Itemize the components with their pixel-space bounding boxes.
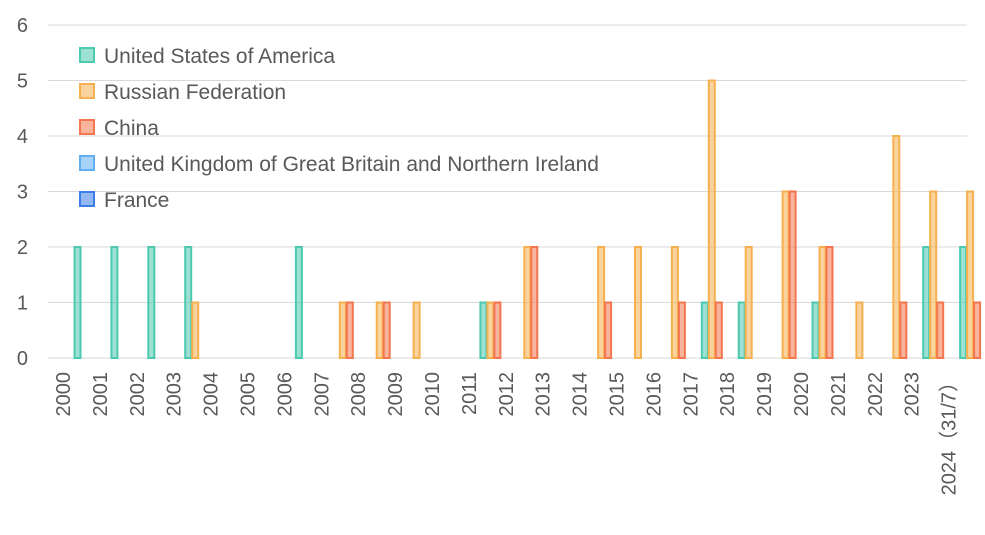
x-tick-label: 2004	[201, 372, 223, 417]
x-tick-label: 2009	[385, 372, 407, 417]
bar	[899, 301, 908, 359]
bar	[493, 301, 502, 359]
bar	[781, 190, 790, 359]
bar	[530, 246, 539, 359]
bar	[811, 301, 820, 359]
y-tick-label: 5	[17, 71, 28, 93]
x-tick-label: 2013	[533, 372, 555, 417]
legend-label: China	[104, 117, 159, 140]
gridlines	[48, 24, 967, 359]
x-tick-label: 2010	[422, 372, 444, 417]
bar	[634, 246, 642, 359]
bar	[700, 301, 709, 359]
bar	[825, 246, 834, 359]
y-tick-label: 0	[17, 348, 28, 370]
legend: United States of America Russian Federati…	[79, 45, 599, 212]
bar	[670, 246, 679, 359]
x-tick-label: 2017	[680, 372, 702, 417]
bar	[412, 301, 421, 359]
legend-label: United States of America	[104, 45, 335, 68]
bar	[714, 301, 723, 359]
x-tick-label: 2003	[164, 372, 186, 417]
x-tick-label: 2007	[311, 372, 333, 417]
bar	[929, 190, 938, 359]
x-tick-label: 2018	[717, 372, 739, 417]
y-tick-label: 2	[17, 237, 28, 259]
bar	[744, 246, 753, 359]
bar	[73, 246, 82, 359]
legend-label: Russian Federation	[104, 81, 286, 104]
bar	[707, 79, 716, 359]
bar	[966, 190, 975, 359]
bar	[855, 301, 864, 359]
x-tick-label: 2019	[754, 372, 776, 417]
y-tick-label: 3	[17, 182, 28, 204]
x-tick-label: 2022	[865, 372, 887, 417]
bar	[345, 301, 354, 359]
bar	[892, 135, 901, 359]
bar	[191, 301, 200, 359]
y-tick-label: 1	[17, 293, 28, 315]
x-axis-ticks: 2000 2001 2002 2003 2004 2005 2006 2007 2008 2009…	[53, 372, 961, 495]
y-axis-ticks: 0 1 2 3 4 5 6	[17, 15, 28, 370]
bar	[486, 301, 495, 359]
x-tick-label: 2014	[570, 372, 592, 417]
x-tick-label: 2002	[127, 372, 149, 417]
bar	[382, 301, 391, 359]
x-tick-label: 2015	[607, 372, 629, 417]
bar	[936, 301, 945, 359]
x-tick-label: 2023	[902, 372, 924, 417]
bar	[184, 246, 193, 359]
bar	[973, 301, 982, 359]
legend-swatch	[79, 155, 95, 171]
bar	[818, 246, 827, 359]
bar	[147, 246, 156, 359]
bar	[294, 246, 303, 359]
legend-swatch	[79, 47, 95, 63]
x-tick-label: 2024（31/7）	[938, 372, 961, 495]
legend-swatch	[79, 83, 95, 99]
x-tick-label: 2011	[459, 372, 481, 415]
x-tick-label: 2006	[274, 372, 296, 417]
bar	[788, 190, 797, 359]
y-tick-label: 4	[17, 126, 28, 148]
bar	[737, 301, 746, 359]
bar	[479, 301, 488, 359]
bars	[73, 79, 982, 359]
x-tick-label: 2016	[643, 372, 665, 417]
bar	[338, 301, 347, 359]
bar	[959, 246, 968, 359]
x-tick-label: 2001	[90, 372, 112, 417]
x-tick-label: 2021	[828, 372, 850, 417]
x-tick-label: 2020	[791, 372, 813, 417]
bar	[604, 301, 613, 359]
x-tick-label: 2008	[348, 372, 370, 417]
bar	[375, 301, 384, 359]
x-tick-label: 2005	[238, 372, 260, 417]
legend-swatch	[79, 191, 95, 207]
bar	[677, 301, 686, 359]
legend-label: United Kingdom of Great Britain and Nort…	[104, 153, 599, 176]
x-tick-label: 2000	[53, 372, 75, 417]
bar	[922, 246, 931, 359]
y-tick-label: 6	[17, 15, 28, 37]
bar	[523, 246, 532, 359]
x-tick-label: 2012	[496, 372, 518, 417]
bar	[597, 246, 606, 359]
legend-swatch	[79, 119, 95, 135]
legend-label: France	[104, 189, 169, 212]
bar	[110, 246, 119, 359]
